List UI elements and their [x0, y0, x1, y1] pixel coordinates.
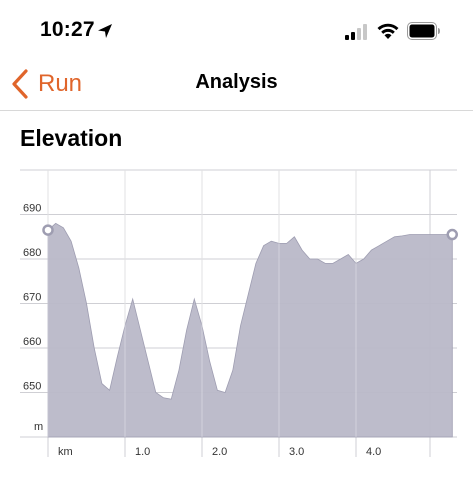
elevation-chart-svg: 690 680 670 660 650 m km 1.0 2.0 3.0 4.0 [20, 169, 458, 458]
battery-icon [407, 22, 440, 40]
elevation-chart[interactable]: 690 680 670 660 650 m km 1.0 2.0 3.0 4.0 [0, 165, 473, 465]
nav-bar: Run Analysis [0, 60, 473, 111]
back-button[interactable]: Run [10, 64, 82, 104]
y-tick-label: 660 [23, 336, 41, 348]
end-marker [446, 228, 458, 241]
x-tick-label: 3.0 [289, 446, 304, 458]
y-tick-label: 690 [23, 203, 41, 215]
y-tick-label: 680 [23, 247, 41, 259]
chevron-left-icon [12, 69, 28, 99]
x-tick-label: 2.0 [212, 446, 227, 458]
status-time: 10:27 [40, 18, 95, 41]
y-tick-label: 650 [23, 381, 41, 393]
location-arrow-icon [98, 24, 112, 38]
x-tick-label: 1.0 [135, 446, 150, 458]
x-tick-label: 4.0 [366, 446, 381, 458]
y-tick-label: 670 [23, 292, 41, 304]
start-marker [42, 224, 54, 236]
y-unit-label: m [34, 421, 43, 433]
wifi-icon [377, 23, 399, 39]
back-button-label: Run [38, 70, 83, 97]
page-title: Analysis [195, 71, 278, 93]
status-bar: 10:27 [0, 0, 473, 60]
elevation-area [47, 222, 453, 438]
cellular-signal-icon [345, 24, 367, 40]
section-title: Elevation [20, 125, 123, 151]
x-tick-label: km [58, 446, 73, 458]
